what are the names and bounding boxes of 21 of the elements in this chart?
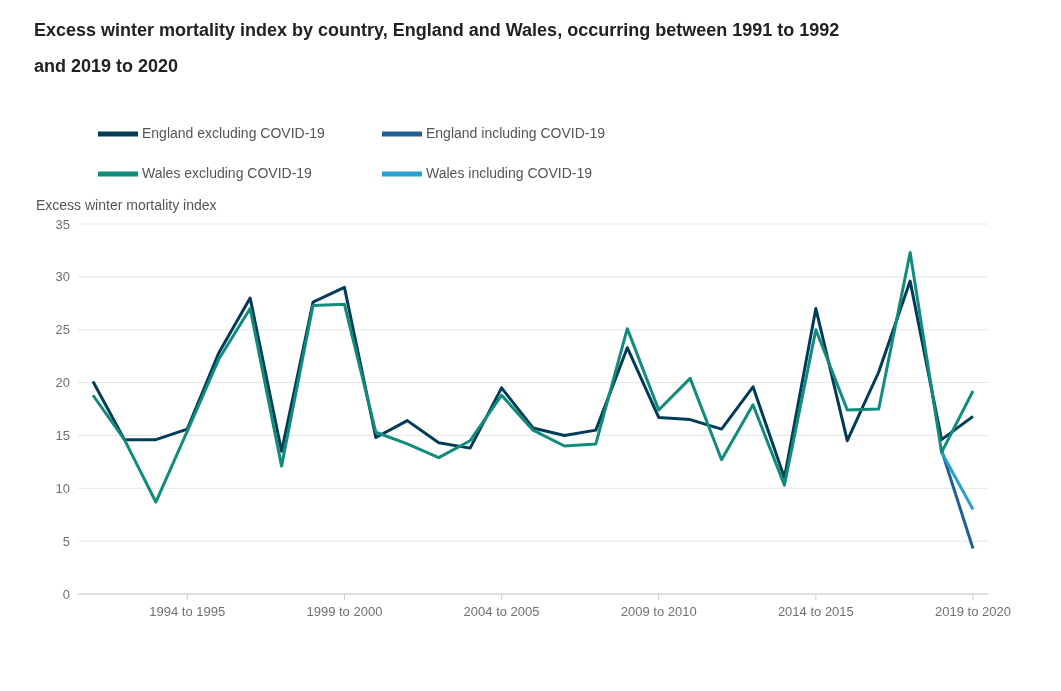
y-tick-label: 0 — [62, 586, 70, 602]
y-tick-label: 20 — [55, 375, 70, 391]
y-tick-label: 35 — [55, 216, 70, 232]
legend-label: Wales including COVID-19 — [426, 163, 593, 183]
y-tick-label: 30 — [55, 269, 70, 285]
x-tick-label: 1999 to 2000 — [306, 604, 383, 619]
y-tick-label: 5 — [62, 533, 70, 549]
chart-title: Excess winter mortality index by country, England and Wales, occurring between 1991 to 1992 and 2019 to 2020 — [33, 19, 841, 78]
legend-label: England including COVID-19 — [426, 123, 606, 143]
y-tick-label: 10 — [55, 480, 70, 496]
x-tick-label: 1994 to 1995 — [149, 604, 226, 619]
legend-label: England excluding COVID-19 — [142, 123, 326, 143]
line-series — [91, 251, 975, 504]
x-tick-label: 2009 to 2010 — [620, 604, 697, 619]
y-tick-label: 25 — [55, 322, 70, 338]
y-tick-label: 15 — [55, 428, 70, 444]
x-tick-label: 2004 to 2005 — [463, 604, 540, 619]
y-axis-title: Excess winter mortality index — [36, 196, 217, 213]
x-tick-label: 2019 to 2020 — [935, 604, 1011, 619]
x-tick-label: 2014 to 2015 — [777, 604, 854, 619]
legend-label: Wales excluding COVID-19 — [142, 163, 313, 183]
